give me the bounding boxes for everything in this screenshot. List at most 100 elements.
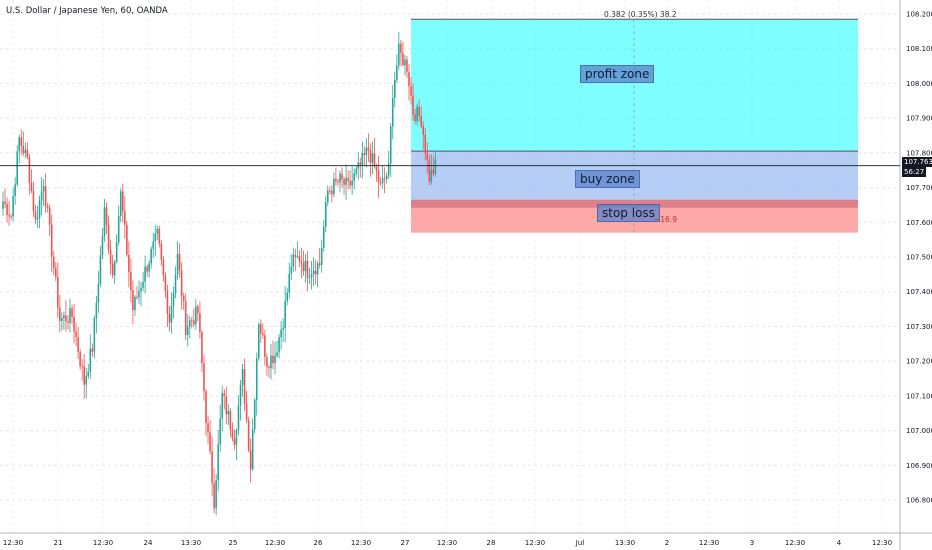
candle-body (128, 254, 130, 272)
candle-body (351, 180, 353, 186)
candle-body (426, 153, 429, 160)
candle-body (211, 451, 213, 484)
candle-body (48, 207, 51, 225)
x-tick-label: 13:30 (181, 539, 201, 547)
candle-body (308, 277, 311, 279)
candle-body (75, 331, 77, 338)
x-tick-label: 12:30 (93, 539, 113, 547)
profit-zone-label: profit zone (580, 65, 655, 83)
candle-body (432, 169, 435, 174)
candle-body (393, 79, 396, 99)
stop-loss-label: stop loss (597, 204, 660, 222)
candle-body (290, 266, 293, 274)
candle-body (121, 191, 124, 212)
candle-body (347, 177, 349, 181)
candle-body (292, 254, 295, 267)
candle-body (245, 403, 248, 421)
candle-body (412, 95, 414, 115)
candle-body (18, 137, 21, 152)
candle-body (188, 320, 191, 327)
candle-body (312, 270, 315, 275)
candle-body (190, 320, 193, 322)
candle-body (207, 423, 209, 433)
candle-body (235, 430, 238, 445)
x-tick-label: 12:30 (3, 539, 23, 547)
candle-body (225, 396, 228, 415)
candle-body (280, 329, 282, 338)
candle-body (71, 308, 73, 317)
candle-body (404, 59, 406, 66)
x-tick-label: 12:30 (351, 539, 371, 547)
candle-body (40, 191, 43, 201)
candle-body (111, 263, 114, 276)
candle-body (296, 256, 299, 258)
candle-body (54, 268, 57, 277)
candle-body (420, 116, 422, 127)
x-tick-label: 12:30 (265, 539, 285, 547)
candle-body (219, 418, 222, 445)
candle-body (172, 293, 175, 307)
candle-body (30, 182, 33, 192)
candle-body (215, 479, 217, 509)
candle-body (229, 410, 232, 430)
candle-body (227, 410, 230, 415)
candle-body (276, 352, 278, 356)
y-tick-label: 107.400 (906, 288, 932, 296)
candle-body (422, 126, 425, 135)
candle-body (44, 186, 47, 206)
candle-body (398, 43, 400, 66)
candle-body (253, 399, 256, 430)
candle-body (93, 318, 96, 352)
candle-body (260, 324, 262, 334)
candle-body (268, 366, 270, 369)
x-tick-label: 26 (314, 539, 323, 547)
candle-body (322, 226, 325, 248)
candle-body (341, 173, 343, 180)
candle-body (195, 306, 197, 325)
y-tick-label: 107.000 (906, 427, 932, 435)
candle-body (34, 211, 37, 220)
candle-body (46, 205, 49, 208)
last-price-tag: 107.763 (902, 156, 932, 167)
candle-body (274, 355, 276, 364)
candle-body (85, 375, 88, 385)
candle-body (339, 173, 341, 183)
candle-body (249, 450, 252, 470)
candle-body (318, 263, 321, 265)
y-tick-label: 107.600 (906, 219, 932, 227)
candle-body (32, 191, 35, 212)
candle-body (126, 224, 128, 255)
candle-body (391, 98, 394, 127)
candle-body (134, 296, 136, 311)
candle-body (262, 333, 264, 336)
candle-body (50, 224, 53, 257)
candle-body (414, 114, 416, 122)
candle-body (349, 180, 351, 186)
candle-body (373, 153, 376, 167)
candle-body (343, 179, 345, 185)
candle-body (363, 153, 366, 156)
candle-body (201, 332, 203, 364)
candle-body (197, 306, 199, 314)
candle-body (24, 149, 27, 154)
candle-body (379, 182, 382, 184)
candle-body (115, 242, 118, 262)
candle-body (146, 266, 148, 272)
candle-body (282, 328, 284, 330)
candle-body (91, 348, 94, 352)
candle-body (119, 191, 122, 216)
x-tick-label: 12:30 (785, 539, 805, 547)
candle-body (424, 134, 427, 154)
candle-body (117, 215, 120, 243)
stop-ratio-label: −16.9 (654, 215, 677, 224)
stop-loss-band (411, 199, 858, 208)
candle-body (355, 168, 358, 174)
candle-body (16, 151, 19, 185)
candle-body (154, 233, 157, 242)
candle-body (345, 177, 347, 185)
y-tick-label: 107.200 (906, 358, 932, 366)
candle-body (107, 224, 110, 250)
candle-body (168, 313, 171, 323)
candle-body (257, 324, 260, 359)
